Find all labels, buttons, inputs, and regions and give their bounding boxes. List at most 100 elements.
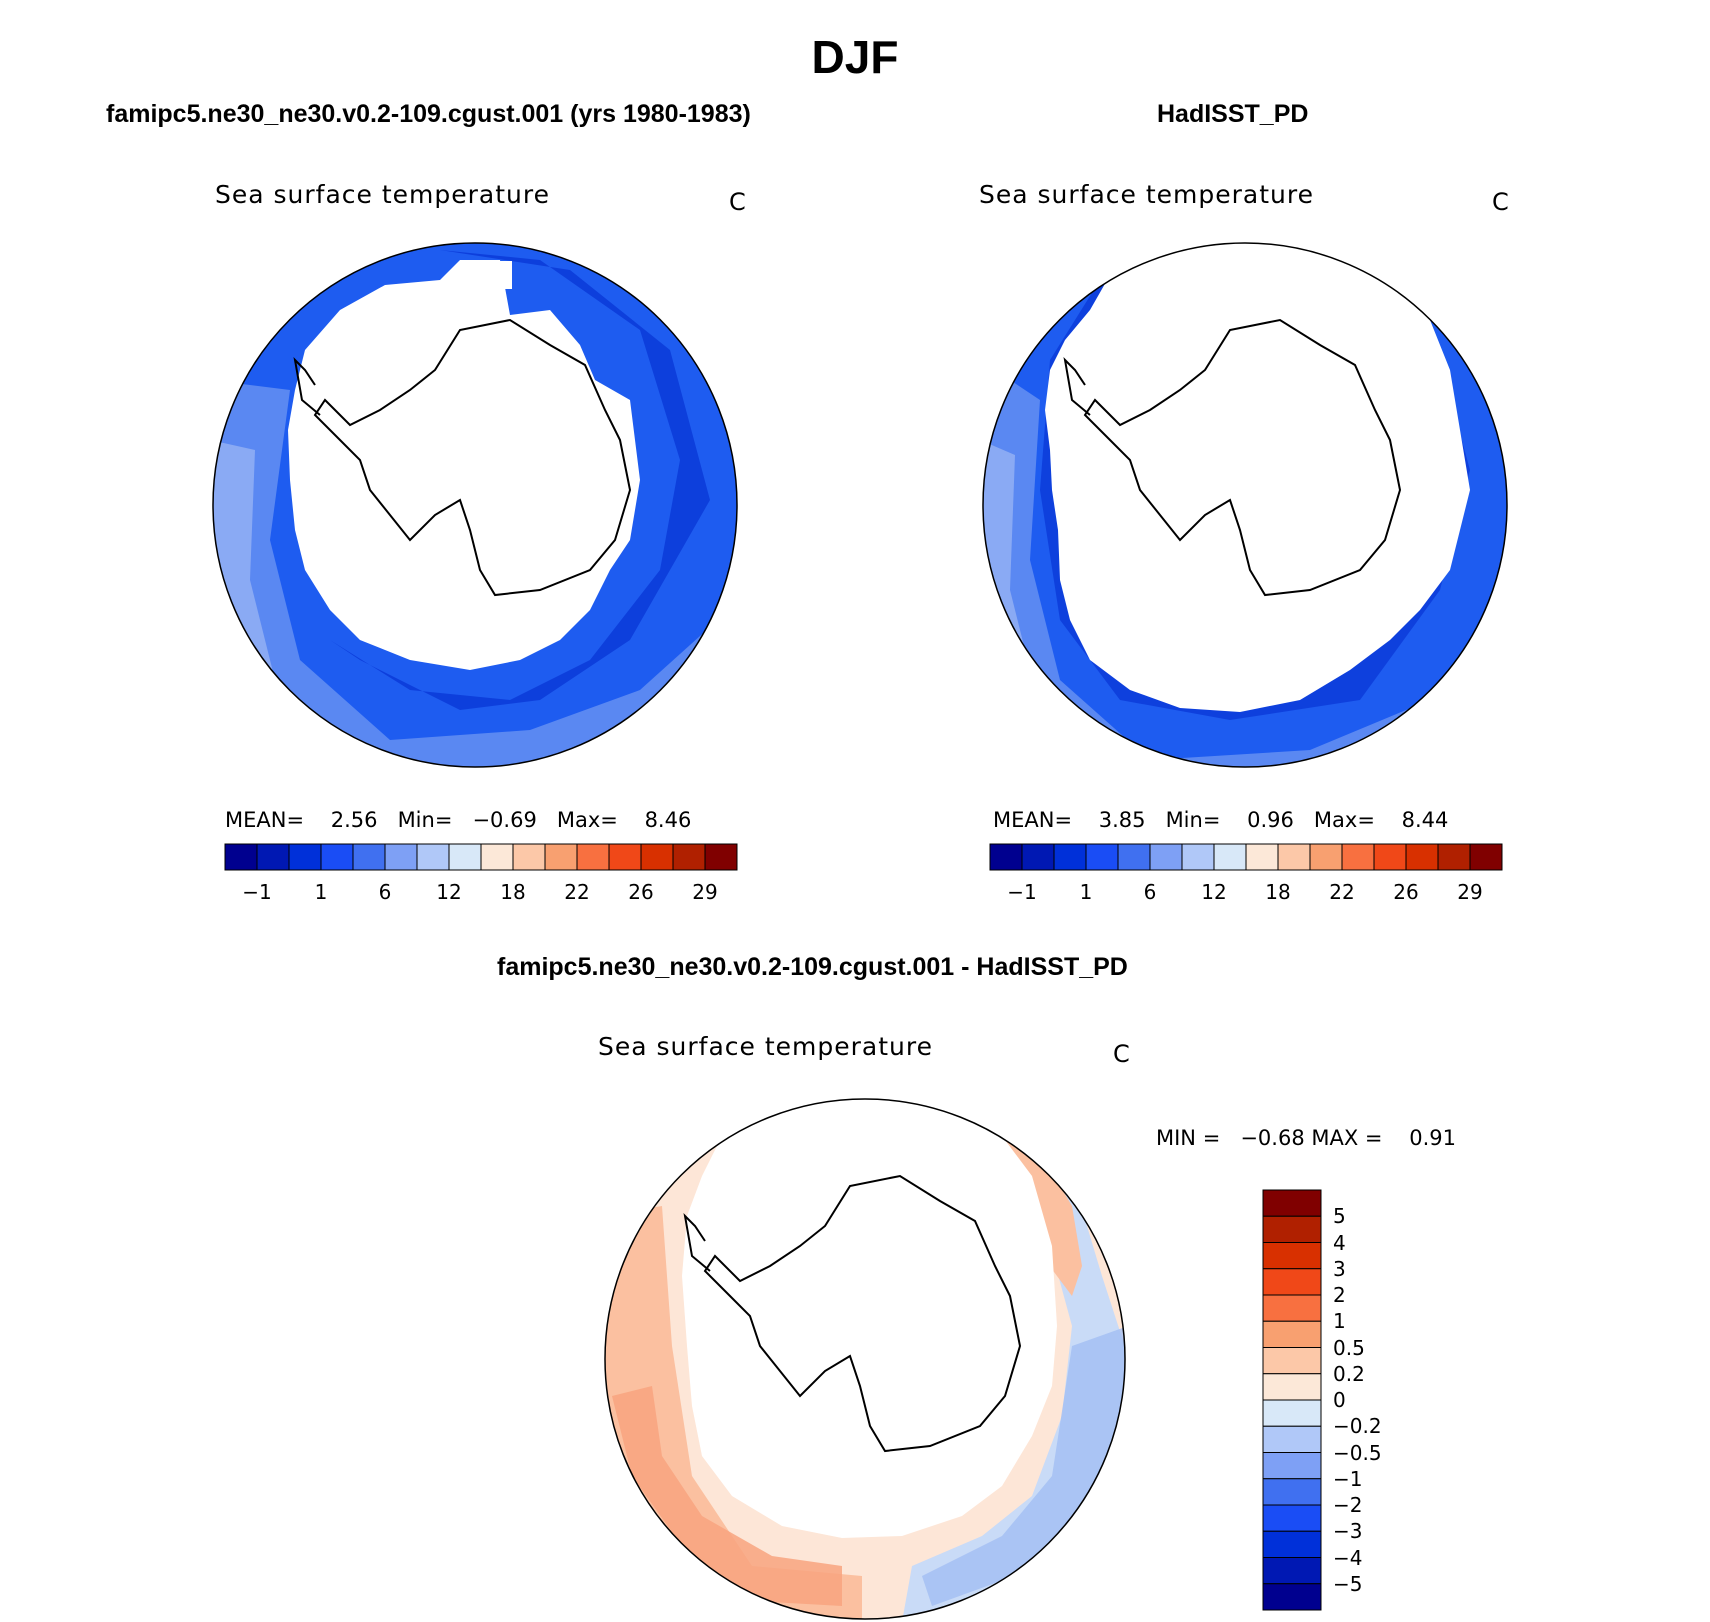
colorbar-tick-label: −0.5 <box>1333 1440 1382 1465</box>
model-antarctica-coastline <box>313 318 632 597</box>
figure-title: DJF <box>811 31 899 83</box>
model-ocean-cold <box>330 250 710 710</box>
colorbar-swatch <box>1262 1320 1322 1348</box>
obs-stats: MEAN= 3.85 Min= 0.96 Max= 8.44 <box>993 808 1448 832</box>
diff-min-label: MIN = <box>1156 1126 1221 1150</box>
colorbar-swatch <box>1262 1373 1322 1401</box>
diff-variable-label: Sea surface temperature <box>598 1032 933 1061</box>
colorbar-tick-label: 18 <box>500 880 526 904</box>
diff-field-warmer <box>612 1386 842 1606</box>
diff-colorbar <box>1262 1189 1322 1611</box>
diff-mask <box>682 1099 1057 1538</box>
colorbar-swatch <box>320 843 354 871</box>
colorbar-swatch <box>640 843 674 871</box>
diff-map <box>604 1098 1126 1620</box>
colorbar-swatch <box>1149 843 1183 871</box>
model-variable-label: Sea surface temperature <box>215 180 550 209</box>
colorbar-tick-label: −1 <box>1333 1466 1363 1491</box>
colorbar-tick-label: 26 <box>628 880 654 904</box>
colorbar-tick-label: 1 <box>1333 1309 1346 1334</box>
model-map-frame <box>212 242 738 768</box>
model-mean-value: 2.56 <box>330 808 378 832</box>
model-max-label: Max= <box>556 808 618 832</box>
colorbar-swatch <box>1262 1478 1322 1506</box>
colorbar-swatch <box>1262 1530 1322 1558</box>
obs-max-label: Max= <box>1313 808 1375 832</box>
model-mean-label: MEAN= <box>225 808 305 832</box>
model-sea-ice-mask <box>288 260 640 670</box>
colorbar-swatch <box>1085 843 1119 871</box>
colorbar-swatch <box>1245 843 1279 871</box>
colorbar-swatch <box>1021 843 1055 871</box>
obs-units-label: C <box>1492 188 1509 216</box>
diff-max-label: MAX = <box>1311 1126 1383 1150</box>
colorbar-swatch <box>1262 1294 1322 1322</box>
obs-panel-title: HadISST_PD <box>1157 100 1309 128</box>
colorbar-tick-label: 12 <box>436 880 462 904</box>
colorbar-swatch <box>416 843 450 871</box>
colorbar-swatch <box>608 843 642 871</box>
colorbar-swatch <box>1262 1347 1322 1375</box>
obs-colorbar <box>989 843 1503 871</box>
colorbar-tick-label: −1 <box>242 880 272 904</box>
model-min-value: −0.69 <box>472 808 537 832</box>
colorbar-swatch <box>384 843 418 871</box>
colorbar-swatch <box>1469 843 1503 871</box>
diff-units-label: C <box>1113 1040 1130 1068</box>
model-panel-title: famipc5.ne30_ne30.v0.2-109.cgust.001 (yr… <box>106 100 751 128</box>
obs-peninsula-coastline <box>1063 357 1091 416</box>
colorbar-tick-label: −4 <box>1333 1545 1363 1570</box>
colorbar-swatch <box>576 843 610 871</box>
colorbar-swatch <box>224 843 258 871</box>
colorbar-swatch <box>1437 843 1471 871</box>
obs-map-frame <box>982 242 1508 768</box>
colorbar-swatch <box>1181 843 1215 871</box>
colorbar-tick-label: −3 <box>1333 1519 1363 1544</box>
colorbar-swatch <box>1117 843 1151 871</box>
model-max-value: 8.46 <box>644 808 692 832</box>
obs-map <box>982 242 1508 768</box>
colorbar-tick-label: 18 <box>1265 880 1291 904</box>
colorbar-swatch <box>1373 843 1407 871</box>
colorbar-swatch <box>1262 1215 1322 1243</box>
colorbar-swatch <box>1262 1268 1322 1296</box>
colorbar-swatch <box>704 843 738 871</box>
model-ice-patch <box>472 261 512 289</box>
colorbar-tick-label: 0.2 <box>1333 1361 1365 1386</box>
colorbar-tick-label: 22 <box>564 880 590 904</box>
obs-variable-label: Sea surface temperature <box>979 180 1314 209</box>
colorbar-tick-label: 4 <box>1333 1230 1346 1255</box>
model-min-label: Min= <box>397 808 453 832</box>
diff-peninsula-coastline <box>683 1213 711 1272</box>
colorbar-tick-label: 5 <box>1333 1204 1346 1229</box>
obs-max-value: 8.44 <box>1401 808 1449 832</box>
colorbar-swatch <box>1262 1583 1322 1611</box>
colorbar-swatch <box>448 843 482 871</box>
model-stats: MEAN= 2.56 Min= −0.69 Max= 8.46 <box>225 808 691 832</box>
colorbar-swatch <box>1262 1399 1322 1427</box>
colorbar-swatch <box>1262 1452 1322 1480</box>
colorbar-swatch <box>352 843 386 871</box>
colorbar-swatch <box>1262 1242 1322 1270</box>
obs-mean-value: 3.85 <box>1098 808 1146 832</box>
colorbar-tick-label: 2 <box>1333 1283 1346 1307</box>
colorbar-swatch <box>989 843 1023 871</box>
colorbar-tick-label: 6 <box>378 880 392 904</box>
colorbar-swatch <box>1277 843 1311 871</box>
diff-min-value: −0.68 <box>1240 1126 1305 1150</box>
colorbar-tick-label: −2 <box>1333 1493 1363 1517</box>
colorbar-tick-label: 1 <box>1079 880 1093 904</box>
colorbar-swatch <box>288 843 322 871</box>
colorbar-swatch <box>1262 1504 1322 1532</box>
diff-stats: MIN = −0.68 MAX = 0.91 <box>1156 1126 1456 1150</box>
colorbar-swatch <box>1262 1425 1322 1453</box>
diff-panel-title: famipc5.ne30_ne30.v0.2-109.cgust.001 - H… <box>497 953 1128 981</box>
colorbar-swatch <box>256 843 290 871</box>
colorbar-tick-label: 26 <box>1393 880 1419 904</box>
diff-max-value: 0.91 <box>1409 1126 1456 1150</box>
colorbar-tick-label: 29 <box>1457 880 1483 904</box>
diff-antarctica-coastline <box>703 1174 1022 1453</box>
colorbar-swatch <box>544 843 578 871</box>
colorbar-tick-label: 0 <box>1333 1388 1346 1412</box>
colorbar-tick-label: −0.2 <box>1333 1414 1382 1439</box>
